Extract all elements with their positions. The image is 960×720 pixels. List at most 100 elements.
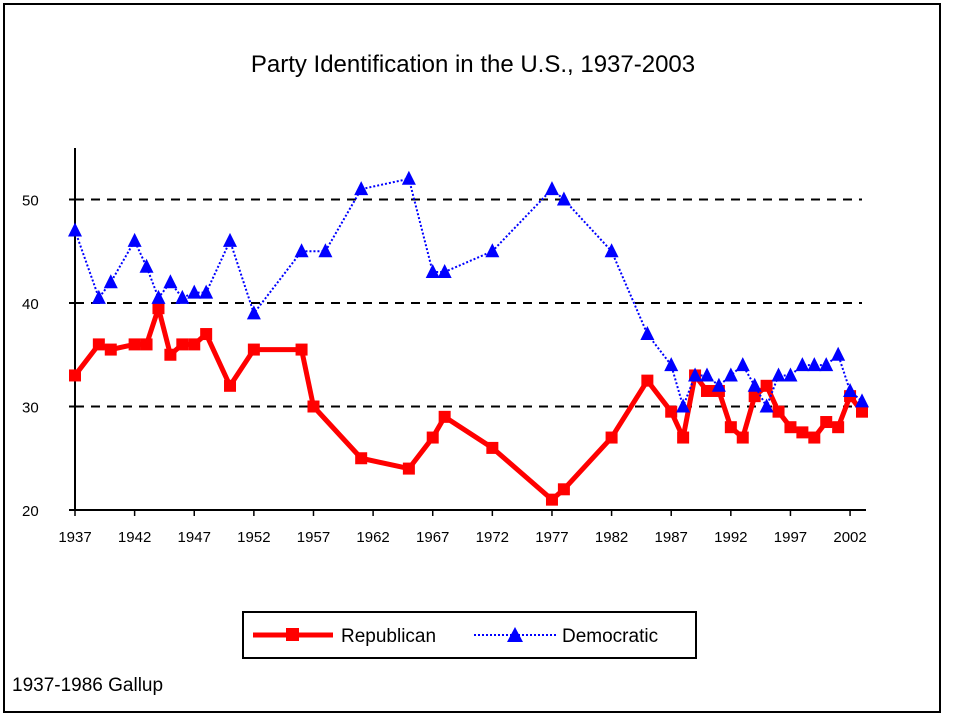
- democratic-point: [294, 243, 309, 258]
- democratic-point: [676, 398, 691, 413]
- y-tick-label-20: 20: [22, 503, 39, 520]
- republican-point: [856, 405, 868, 418]
- democratic-point: [640, 326, 655, 341]
- republican-point: [820, 416, 833, 429]
- democratic-point: [401, 170, 416, 185]
- republican-point: [438, 410, 451, 423]
- democratic-point: [199, 284, 214, 299]
- x-tick-label-1992: 1992: [714, 529, 747, 546]
- republican-point: [677, 431, 690, 444]
- x-tick-label-1982: 1982: [595, 529, 628, 546]
- democratic-point: [699, 367, 714, 382]
- x-tick-label-1987: 1987: [655, 529, 688, 546]
- democratic-point: [246, 305, 261, 320]
- democratic-point: [759, 398, 774, 413]
- y-tick-label-30: 30: [22, 400, 39, 417]
- democratic-point: [163, 274, 178, 289]
- legend-republican-label: Republican: [341, 626, 436, 647]
- democratic-point: [604, 243, 619, 258]
- source-note: 1937-1986 Gallup: [12, 675, 163, 696]
- x-tick-label-1972: 1972: [476, 529, 509, 546]
- republican-point: [736, 431, 749, 444]
- republican-point: [665, 405, 678, 418]
- x-tick-label-1942: 1942: [118, 529, 151, 546]
- democratic-point: [556, 191, 571, 206]
- republican-point: [402, 462, 415, 475]
- democratic-point: [485, 243, 500, 258]
- democratic-point: [544, 181, 559, 196]
- republican-point: [832, 421, 845, 434]
- democratic-point: [437, 263, 452, 278]
- republican-point: [724, 421, 737, 434]
- x-axis-ticks: 1937 1942 1947 1952 1957 1962 1967 1972 1977 1982…: [58, 510, 867, 546]
- y-axis-ticks: 20 30 40 50: [22, 193, 75, 520]
- republican-point: [247, 343, 260, 356]
- x-tick-label-1997: 1997: [774, 529, 807, 546]
- republican-point: [545, 493, 558, 506]
- democratic-point: [354, 181, 369, 196]
- gridlines: [75, 198, 862, 408]
- legend-republican-marker: [286, 628, 299, 641]
- republican-point: [426, 431, 439, 444]
- democratic-point: [723, 367, 738, 382]
- republican-point: [748, 390, 761, 403]
- republican-point: [796, 426, 809, 439]
- democratic-point: [68, 222, 82, 237]
- x-tick-label-1967: 1967: [416, 529, 449, 546]
- republican-point: [164, 348, 177, 361]
- democratic-point: [127, 232, 142, 247]
- democratic-point: [688, 367, 703, 382]
- republican-point: [188, 338, 201, 351]
- legend: Republican Democratic: [242, 611, 697, 659]
- democratic-point: [807, 357, 822, 372]
- republican-point: [140, 338, 153, 351]
- series-line-democratic: [74, 177, 863, 410]
- x-tick-label-1977: 1977: [535, 529, 568, 546]
- republican-point: [355, 452, 368, 465]
- democratic-point: [795, 357, 810, 372]
- republican-point: [641, 374, 654, 387]
- democratic-point: [747, 377, 762, 392]
- y-tick-label-50: 50: [22, 193, 39, 210]
- republican-point: [486, 441, 499, 454]
- chart-title: Party Identification in the U.S., 1937-2…: [251, 51, 695, 78]
- democratic-point: [664, 357, 679, 372]
- x-tick-label-1937: 1937: [58, 529, 91, 546]
- republican-point: [307, 400, 320, 413]
- democratic-point: [139, 258, 154, 273]
- republican-point: [176, 338, 189, 351]
- democratic-point: [783, 367, 798, 382]
- democratic-point: [843, 382, 858, 397]
- republican-point: [200, 328, 213, 341]
- democratic-point: [223, 232, 238, 247]
- axes: [74, 148, 866, 511]
- democratic-point: [831, 346, 846, 361]
- republican-point: [760, 379, 773, 392]
- republican-point: [784, 421, 797, 434]
- series-line-republican: [73, 305, 864, 503]
- democratic-point: [187, 284, 202, 299]
- x-tick-label-1947: 1947: [178, 529, 211, 546]
- republican-point: [700, 384, 713, 397]
- chart-frame: [3, 3, 941, 713]
- republican-point: [772, 405, 785, 418]
- democratic-point: [855, 393, 869, 408]
- democratic-point: [425, 263, 440, 278]
- democratic-point: [175, 289, 190, 304]
- democratic-point: [151, 289, 166, 304]
- series-republican: [69, 302, 868, 506]
- x-tick-label-1957: 1957: [297, 529, 330, 546]
- democratic-point: [91, 289, 106, 304]
- series-layer: [68, 170, 869, 506]
- democratic-point: [735, 357, 750, 372]
- democratic-point: [103, 274, 118, 289]
- series-democratic: [68, 170, 869, 413]
- democratic-point: [771, 367, 786, 382]
- republican-point: [224, 379, 237, 392]
- republican-point: [152, 302, 165, 315]
- democratic-point: [819, 357, 834, 372]
- legend-democratic-label: Democratic: [562, 626, 658, 647]
- y-tick-label-40: 40: [22, 296, 39, 313]
- republican-point: [295, 343, 308, 356]
